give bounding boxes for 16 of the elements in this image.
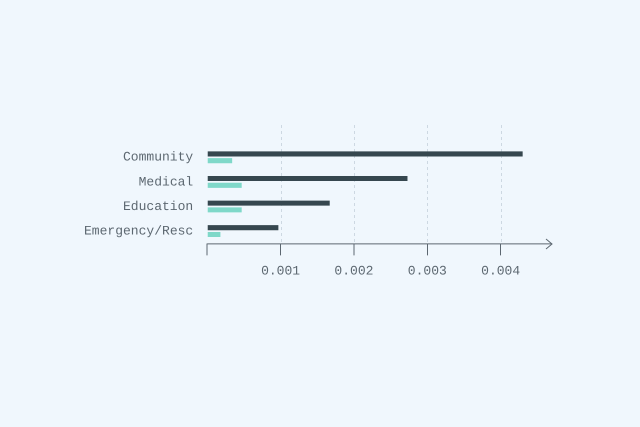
x-tick-label: 0.004 [481, 264, 520, 279]
bar [208, 225, 278, 230]
y-tick-label: Education [123, 198, 194, 214]
bar [208, 200, 330, 206]
bar [208, 232, 220, 238]
y-tick-label: Emergency/Resc [84, 224, 194, 239]
x-tick-label: 0.001 [261, 264, 300, 279]
x-tick-label: 0.002 [334, 264, 374, 279]
bar [208, 207, 242, 212]
bar [208, 182, 242, 188]
y-tick-label: Community [123, 150, 194, 165]
bar [208, 158, 232, 164]
bar [208, 151, 523, 156]
bar [208, 176, 408, 182]
y-tick-label: Medical [138, 174, 194, 190]
x-tick-label: 0.003 [408, 264, 447, 279]
